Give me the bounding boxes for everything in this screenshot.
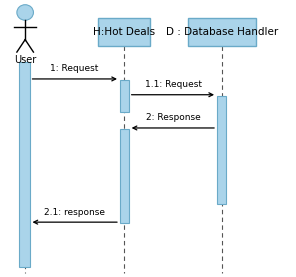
- Bar: [120, 129, 129, 223]
- Text: 2: Response: 2: Response: [146, 114, 200, 122]
- Text: 1.1: Request: 1.1: Request: [145, 80, 202, 89]
- Bar: [188, 18, 256, 46]
- Bar: [120, 80, 129, 112]
- Text: D : Database Handler: D : Database Handler: [166, 27, 278, 37]
- Text: 1: Request: 1: Request: [50, 65, 98, 73]
- Bar: [98, 18, 150, 46]
- Text: 2.1: response: 2.1: response: [44, 208, 104, 217]
- Text: H:Hot Deals: H:Hot Deals: [93, 27, 155, 37]
- Text: User: User: [14, 55, 36, 65]
- Circle shape: [17, 5, 33, 20]
- Bar: [217, 96, 226, 204]
- Bar: [19, 62, 30, 267]
